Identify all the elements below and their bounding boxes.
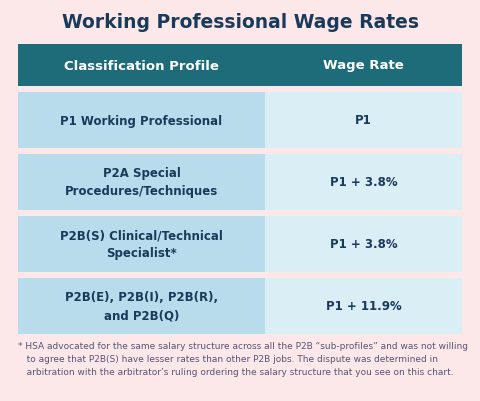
FancyBboxPatch shape	[18, 278, 265, 334]
Text: Wage Rate: Wage Rate	[323, 59, 404, 72]
Text: P2A Special
Procedures/Techniques: P2A Special Procedures/Techniques	[65, 167, 218, 198]
Text: P1 + 3.8%: P1 + 3.8%	[330, 238, 397, 251]
FancyBboxPatch shape	[265, 155, 462, 211]
FancyBboxPatch shape	[18, 93, 265, 149]
FancyBboxPatch shape	[18, 45, 462, 87]
Text: P1 Working Professional: P1 Working Professional	[60, 114, 223, 127]
Text: * HSA advocated for the same salary structure across all the P2B “sub-profiles” : * HSA advocated for the same salary stru…	[18, 341, 468, 377]
FancyBboxPatch shape	[18, 217, 265, 272]
FancyBboxPatch shape	[265, 217, 462, 272]
FancyBboxPatch shape	[18, 155, 265, 211]
Text: P2B(E), P2B(I), P2B(R),
and P2B(Q): P2B(E), P2B(I), P2B(R), and P2B(Q)	[65, 291, 218, 322]
Text: Classification Profile: Classification Profile	[64, 59, 219, 72]
FancyBboxPatch shape	[265, 93, 462, 149]
Text: P1 + 11.9%: P1 + 11.9%	[325, 300, 401, 313]
Text: Working Professional Wage Rates: Working Professional Wage Rates	[61, 12, 419, 31]
Text: P1: P1	[355, 114, 372, 127]
FancyBboxPatch shape	[265, 278, 462, 334]
Text: P2B(S) Clinical/Technical
Specialist*: P2B(S) Clinical/Technical Specialist*	[60, 229, 223, 260]
Text: P1 + 3.8%: P1 + 3.8%	[330, 176, 397, 189]
